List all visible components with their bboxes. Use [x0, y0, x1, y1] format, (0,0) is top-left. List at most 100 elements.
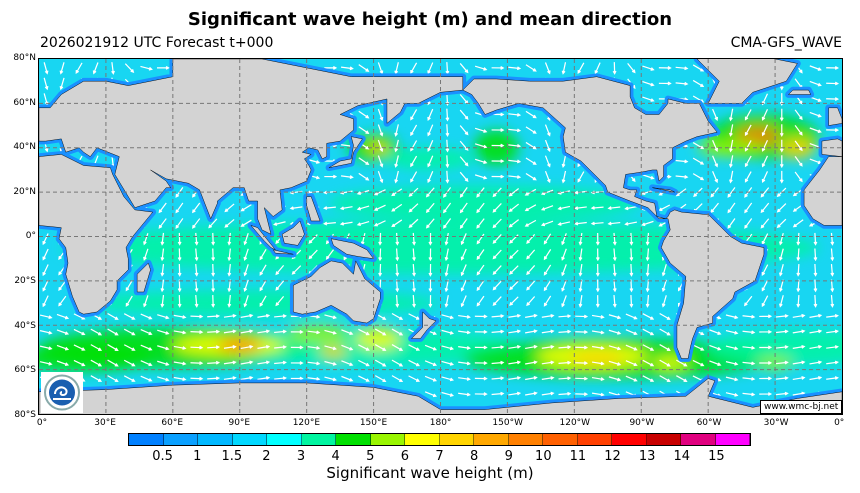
wave-arrow	[427, 139, 434, 153]
wave-arrow	[709, 360, 722, 367]
wave-arrow	[625, 313, 638, 320]
wave-arrow	[42, 295, 49, 308]
colorbar-segment	[198, 434, 233, 445]
colorbar-segment	[543, 434, 578, 445]
wave-arrow	[424, 391, 438, 398]
wave-arrow	[676, 375, 688, 382]
wave-arrow	[324, 314, 337, 320]
wave-arrow	[525, 360, 538, 365]
wave-arrow	[160, 279, 165, 293]
wave-arrow	[776, 218, 787, 229]
wave-arrow	[727, 202, 736, 214]
credit-label[interactable]: www.wmc-bj.net	[760, 400, 843, 414]
wave-arrow	[491, 329, 505, 334]
wave-arrow	[412, 263, 416, 277]
wave-arrow	[323, 206, 336, 210]
wave-arrow	[207, 314, 221, 319]
wave-arrow	[410, 124, 418, 137]
colorbar-tick: 5	[366, 449, 375, 464]
wave-arrow	[577, 171, 585, 183]
wave-arrow	[90, 359, 103, 367]
wave-arrow	[543, 280, 552, 292]
wave-arrow	[173, 330, 187, 335]
wave-arrow	[574, 221, 587, 226]
wave-arrow	[830, 263, 835, 277]
wave-arrow	[410, 171, 418, 183]
wave-arrow	[140, 375, 153, 382]
colorbar-tick: 15	[708, 449, 725, 464]
wave-arrow	[289, 206, 303, 211]
wave-arrow	[792, 360, 806, 365]
colorbar-segment	[646, 434, 681, 445]
wave-arrow	[460, 295, 467, 308]
lat-label: 60°S	[14, 365, 36, 376]
wave-arrow	[177, 295, 182, 308]
model-label: CMA-GFS_WAVE	[730, 35, 842, 51]
wave-arrow	[259, 264, 267, 276]
wave-arrow	[661, 295, 667, 308]
wave-arrow	[595, 232, 600, 246]
wave-arrow	[207, 329, 221, 334]
wave-arrow	[725, 345, 739, 351]
wave-arrow	[460, 248, 467, 261]
wave-arrow	[160, 263, 165, 277]
wave-arrow	[395, 232, 400, 246]
wave-arrow	[826, 345, 839, 349]
wave-arrow	[491, 128, 505, 132]
wave-arrow	[578, 232, 583, 246]
wave-arrow	[211, 295, 216, 308]
wave-arrow	[444, 279, 449, 293]
wave-arrow	[160, 232, 165, 246]
cma-logo	[41, 372, 83, 413]
wave-arrow	[427, 171, 434, 184]
wave-arrow	[358, 157, 370, 166]
wave-arrow	[43, 77, 49, 91]
wave-arrow	[761, 295, 769, 308]
wave-arrow	[525, 141, 537, 150]
wave-arrow	[727, 218, 736, 229]
wave-arrow	[56, 360, 70, 366]
wave-arrow	[123, 313, 136, 320]
wave-arrow	[173, 345, 187, 350]
wave-arrow	[624, 205, 638, 211]
wave-arrow	[307, 345, 321, 350]
wave-arrow	[125, 280, 133, 292]
land-iceland	[788, 90, 810, 94]
wave-arrow	[358, 359, 370, 367]
wave-arrow	[508, 329, 522, 334]
wave-arrow	[509, 296, 519, 306]
wave-arrow	[508, 175, 522, 179]
wave-arrow	[712, 108, 719, 121]
wave-arrow	[428, 264, 433, 277]
wave-arrow	[492, 296, 502, 307]
colorbar-segment	[232, 434, 267, 445]
wave-arrow	[177, 263, 182, 277]
wave-arrow	[591, 345, 605, 350]
wave-arrow	[391, 375, 404, 382]
wave-arrow	[275, 280, 285, 291]
colorbar-tick: 9	[504, 449, 513, 464]
wave-arrow	[474, 376, 488, 381]
wave-arrow	[625, 375, 638, 382]
wave-arrow	[591, 361, 605, 366]
colorbar-tick: 4	[331, 449, 340, 464]
wave-arrow	[227, 295, 232, 308]
wave-arrow	[273, 221, 286, 226]
wave-arrow	[444, 248, 449, 262]
wave-arrow	[243, 264, 249, 277]
wave-arrow	[39, 361, 53, 366]
wave-arrow	[742, 314, 756, 319]
colorbar-tick: 0.5	[152, 449, 173, 464]
wave-arrow	[374, 328, 387, 336]
land-madagascar	[137, 263, 150, 292]
wave-arrow	[492, 218, 502, 229]
wave-arrow	[642, 174, 655, 180]
wave-arrow	[177, 248, 182, 262]
wave-arrow	[444, 232, 449, 246]
lat-label: 80°S	[14, 409, 36, 420]
wave-arrow	[140, 360, 153, 367]
wave-arrow	[73, 328, 86, 336]
wave-arrow	[257, 360, 271, 365]
wave-arrow	[608, 376, 622, 382]
wave-arrow	[508, 188, 520, 197]
